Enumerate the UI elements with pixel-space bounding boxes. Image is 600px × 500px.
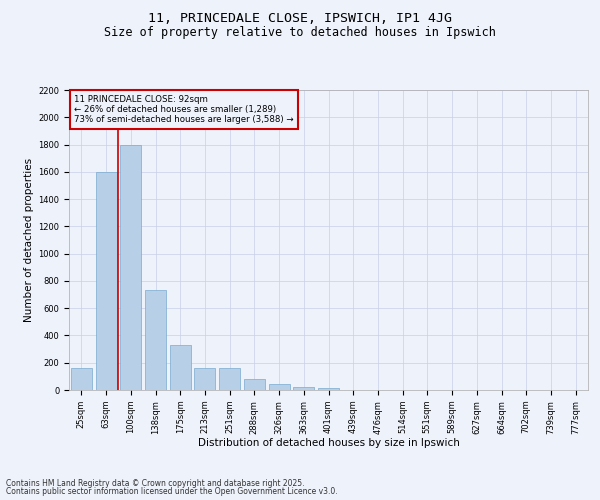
- Bar: [219, 368, 240, 390]
- Text: Contains HM Land Registry data © Crown copyright and database right 2025.: Contains HM Land Registry data © Crown c…: [6, 478, 305, 488]
- Text: 11 PRINCEDALE CLOSE: 92sqm
← 26% of detached houses are smaller (1,289)
73% of s: 11 PRINCEDALE CLOSE: 92sqm ← 26% of deta…: [74, 94, 294, 124]
- Text: 11, PRINCEDALE CLOSE, IPSWICH, IP1 4JG: 11, PRINCEDALE CLOSE, IPSWICH, IP1 4JG: [148, 12, 452, 26]
- Text: Contains public sector information licensed under the Open Government Licence v3: Contains public sector information licen…: [6, 487, 338, 496]
- Bar: [95, 172, 116, 390]
- X-axis label: Distribution of detached houses by size in Ipswich: Distribution of detached houses by size …: [197, 438, 460, 448]
- Bar: [293, 386, 314, 390]
- Bar: [269, 384, 290, 390]
- Bar: [318, 388, 339, 390]
- Bar: [120, 144, 141, 390]
- Bar: [145, 290, 166, 390]
- Bar: [170, 345, 191, 390]
- Bar: [244, 379, 265, 390]
- Bar: [71, 368, 92, 390]
- Bar: [194, 368, 215, 390]
- Text: Size of property relative to detached houses in Ipswich: Size of property relative to detached ho…: [104, 26, 496, 39]
- Y-axis label: Number of detached properties: Number of detached properties: [24, 158, 34, 322]
